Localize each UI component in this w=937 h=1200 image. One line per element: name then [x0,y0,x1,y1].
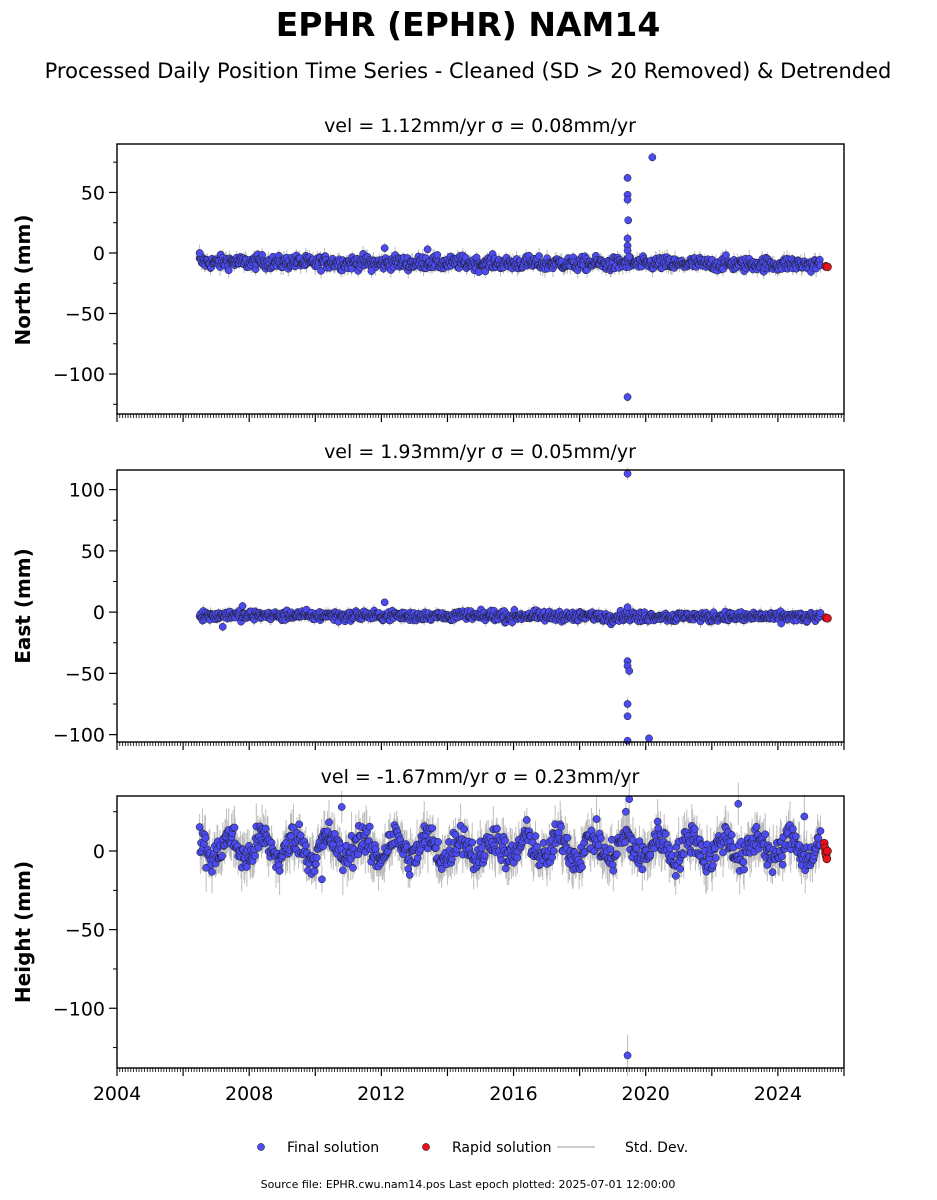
final-solution-point [623,469,632,478]
final-solution-point [208,867,216,876]
rapid-solution-point [823,262,832,272]
final-solution-point [625,252,634,261]
height-panel: vel = -1.67mm/yr σ = 0.23mm/yr Height (m… [11,766,845,1105]
final-solution-point [367,267,376,275]
north-panel-title: vel = 1.12mm/yr σ = 0.08mm/yr [324,115,636,137]
north-axis: 50 0 −50 −100 [53,161,845,422]
north-panel: vel = 1.12mm/yr σ = 0.08mm/yr North (mm)… [11,115,845,422]
final-solution-point [623,393,632,401]
final-solution-point [535,252,543,261]
final-solution-point [624,216,633,225]
final-solution-point [623,603,632,612]
final-solution-point [623,712,632,721]
final-solution-point [474,268,483,276]
final-solution-point [380,598,389,607]
height-std-bars [199,777,821,1077]
east-std-bars [199,467,821,745]
y-tick-label: −50 [65,663,105,685]
y-tick-label: −50 [65,304,105,326]
final-solution-point [623,174,632,182]
north-plot-frame [116,143,845,415]
y-tick-label: 100 [69,480,105,502]
final-solution-point [251,852,259,860]
north-rapid-points [821,261,832,272]
y-tick-label: 50 [81,541,105,563]
figure-subtitle: Processed Daily Position Time Series - C… [45,59,892,83]
final-solution-point [380,244,389,252]
east-final-points [195,469,825,745]
east-rapid-points [821,613,832,623]
north-axis-label: North (mm) [11,214,35,345]
final-solution-point [433,251,442,259]
final-solution-point [623,700,632,708]
east-panel-title: vel = 1.93mm/yr σ = 0.05mm/yr [324,441,636,463]
y-tick-label: −100 [53,364,105,386]
final-solution-point [625,667,634,675]
final-solution-point [423,245,432,254]
north-final-points [195,153,825,401]
final-solution-point [230,823,239,832]
final-solution-point [623,234,632,243]
y-tick-label: 50 [81,182,105,204]
final-solution-point [648,153,657,162]
final-solution-point [238,602,247,610]
figure-title: EPHR (EPHR) NAM14 [276,5,661,44]
final-solution-point [218,852,227,860]
north-std-bars [199,152,821,402]
final-solution-point [195,249,204,257]
height-panel-title: vel = -1.67mm/yr σ = 0.23mm/yr [321,766,640,788]
final-solution-point [317,267,325,275]
east-axis-label: East (mm) [11,548,35,664]
final-solution-point [201,834,210,842]
final-solution-point [623,195,632,204]
y-tick-label: −100 [53,725,105,747]
height-axis-label: Height (mm) [11,861,35,1003]
final-solution-point [623,736,632,745]
y-tick-label: 0 [93,602,105,624]
east-panel: vel = 1.93mm/yr σ = 0.05mm/yr East (mm) … [11,441,845,750]
final-solution-point [645,734,653,743]
final-solution-point [224,266,233,275]
rapid-solution-point [823,613,832,623]
y-tick-label: 0 [93,243,105,265]
final-solution-point [218,622,227,631]
